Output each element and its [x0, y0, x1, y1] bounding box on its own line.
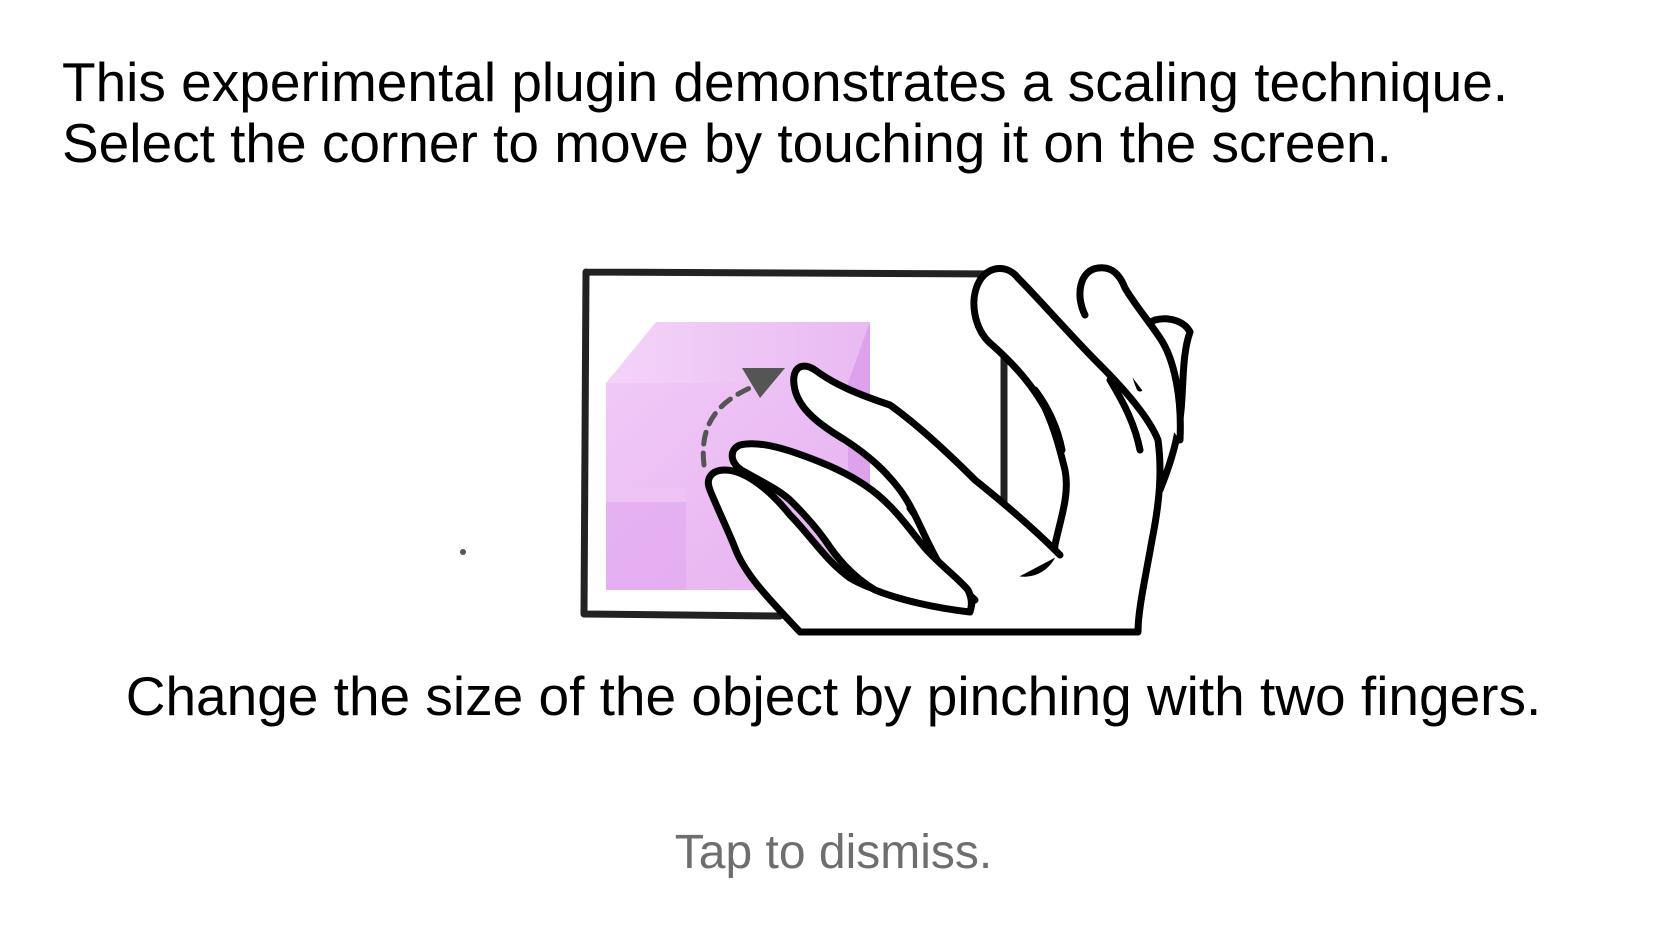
intro-line-2: Select the corner to move by touching it… — [62, 112, 1392, 174]
pinch-gesture-icon — [704, 264, 1194, 636]
rotate-arrow-head — [742, 368, 785, 398]
intro-line-1: This experimental plugin demonstrates a … — [62, 51, 1509, 113]
rotate-arrow — [700, 385, 753, 468]
stray-dot — [460, 549, 466, 555]
tap-to-dismiss-label[interactable]: Tap to dismiss. — [674, 826, 993, 879]
intro-text: This experimental plugin demonstrates a … — [62, 52, 1642, 174]
pinch-instruction: Change the size of the object by pinchin… — [125, 665, 1542, 727]
pinch-illustration — [460, 264, 1194, 636]
